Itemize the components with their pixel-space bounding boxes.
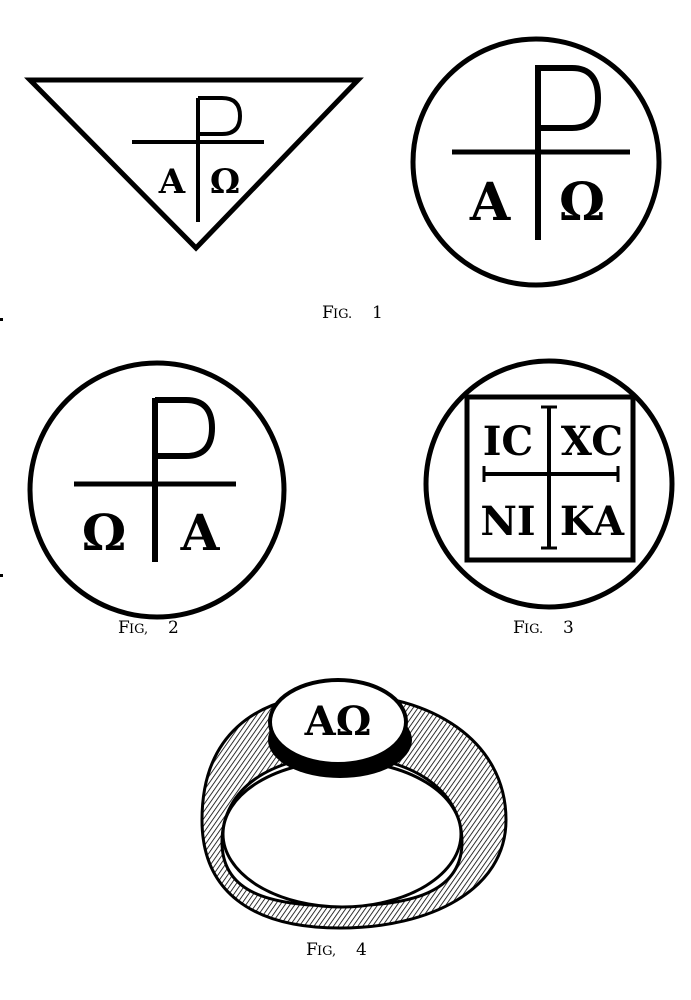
fig1-circle-rho-loop <box>538 65 602 131</box>
fig4-caption-rest: IG, <box>317 944 336 959</box>
fig3-inner-square <box>464 394 636 563</box>
fig4-caption-initial: F <box>306 940 318 960</box>
fig1-triangle-outline <box>24 77 364 252</box>
fig3-circle-outline <box>423 358 675 610</box>
fig1-caption-number: 1 <box>372 303 383 323</box>
fig2-alpha: A <box>180 503 221 562</box>
fig3-caption-initial: F <box>513 618 525 638</box>
fig1-circle-monogram: A Ω <box>410 36 662 288</box>
fig3-text-ic: IC <box>483 418 534 465</box>
fig1-caption-rest: IG. <box>333 307 352 322</box>
fig2-monogram: Ω A <box>27 360 287 620</box>
fig1-triangle-omega: Ω <box>210 162 240 202</box>
margin-mark-top <box>0 318 3 321</box>
fig1-circle-alpha: A <box>469 172 511 233</box>
fig3-caption: F IG. 3 <box>513 618 574 638</box>
fig4-ring: AΩ <box>200 678 508 930</box>
fig1-caption-initial: F <box>322 303 334 323</box>
fig2-circle-outline <box>27 360 287 620</box>
fig3-monogram: IC XC NI KA <box>423 358 675 610</box>
fig3-text-ni: NI <box>480 498 535 545</box>
fig3-caption-rest: IG. <box>524 622 543 637</box>
fig4-ring-inner-rim <box>221 759 463 909</box>
fig1-triangle-monogram: A Ω <box>24 77 364 252</box>
fig1-caption: F IG. 1 <box>322 303 383 323</box>
fig2-caption-number: 2 <box>168 618 179 638</box>
fig2-caption-initial: F <box>118 618 130 638</box>
fig2-omega: Ω <box>82 503 127 562</box>
fig2-caption-rest: IG, <box>129 622 148 637</box>
fig3-text-ka: KA <box>560 498 625 545</box>
fig1-triangle-rho-loop <box>198 96 243 136</box>
fig2-caption: F IG, 2 <box>118 618 179 638</box>
fig4-caption-number: 4 <box>356 940 367 960</box>
fig1-circle-outline <box>410 36 662 288</box>
fig1-triangle-alpha: A <box>158 162 186 202</box>
fig2-rho-loop <box>155 397 216 459</box>
fig4-bezel-text: AΩ <box>304 698 372 745</box>
margin-mark-bottom <box>0 574 3 577</box>
fig3-caption-number: 3 <box>563 618 574 638</box>
fig3-text-xc: XC <box>561 418 623 465</box>
fig1-circle-omega: Ω <box>559 172 605 233</box>
fig4-caption: F IG, 4 <box>306 940 367 960</box>
fig4-bezel <box>268 678 408 766</box>
